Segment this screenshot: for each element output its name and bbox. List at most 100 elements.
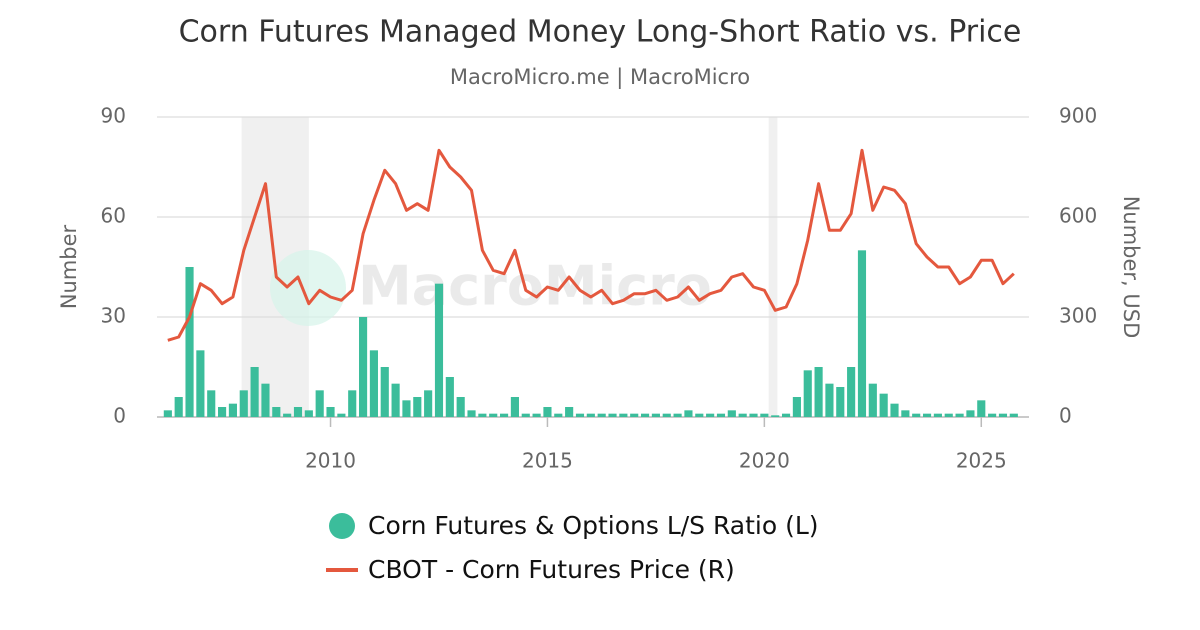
bar [933,413,942,417]
y2-tick-label: 900 [1059,104,1097,128]
watermark: MacroMicro [358,255,712,318]
bar [868,383,877,417]
y2-tick-label: 600 [1059,204,1097,228]
bar [250,367,259,417]
bar [619,413,628,417]
bar [901,410,910,417]
bar [174,397,183,417]
bar [857,250,867,417]
y-tick-label: 30 [101,304,126,328]
bar [922,413,932,417]
bar [163,410,172,417]
bar [977,400,986,417]
bar [814,367,823,417]
bar [706,413,715,417]
bar [434,283,444,417]
bar [239,390,248,417]
bar [196,350,205,417]
bar [369,350,378,417]
bar [575,413,585,417]
bar [792,397,801,417]
shaded-range [768,117,778,417]
watermark-logo [270,250,346,326]
bar [315,390,324,417]
bar [445,377,454,417]
bar [781,413,791,417]
x-tick-label: 2015 [522,449,573,473]
bar [337,413,346,417]
legend-marker [329,513,355,539]
legend-label: Corn Futures & Options L/S Ratio (L) [368,511,819,540]
bar [348,390,357,417]
bar [304,410,313,417]
chart-title: Corn Futures Managed Money Long-Short Ra… [179,15,1022,50]
bar [261,383,270,417]
bar [651,413,660,417]
y-tick-label: 90 [101,104,126,128]
bar [359,317,368,417]
bar [955,413,964,417]
y-tick-label: 0 [113,404,126,428]
bar [228,403,237,417]
bar [640,413,650,417]
bar [424,390,433,417]
bar [597,413,606,417]
bar [532,413,541,417]
bar [565,407,574,417]
bar [207,390,216,417]
line [167,148,1015,342]
bar [695,413,704,417]
y2-axis-label: Number, USD [1119,196,1143,339]
bar [413,397,422,417]
bar [966,410,975,417]
bar [608,413,617,417]
bar [662,413,671,417]
x-tick-label: 2025 [956,449,1007,473]
bar [456,397,465,417]
bar [998,413,1008,417]
bar [326,407,335,417]
bar [988,413,997,417]
bar [218,407,227,417]
bar [727,410,736,417]
bar [499,413,509,417]
x-tick-label: 2020 [739,449,790,473]
y2-tick-label: 0 [1059,404,1072,428]
bar [293,407,303,417]
bar [586,413,595,417]
bar [391,383,400,417]
bar [803,370,812,417]
bar [1009,413,1018,417]
bar [847,367,856,417]
bar [771,415,780,417]
bar [738,413,747,417]
bar [380,367,389,417]
bar [554,413,563,417]
y-tick-label: 60 [101,204,126,228]
bar [716,413,726,417]
bar [630,413,639,417]
bar [760,413,769,417]
y2-tick-label: 300 [1059,304,1097,328]
chart-subtitle: MacroMicro.me | MacroMicro [450,65,750,90]
bar [467,410,476,417]
bar [402,400,411,417]
y-axis-label: Number [57,224,81,309]
bar [510,397,519,417]
bar [836,387,845,417]
bar [283,413,292,417]
bar [890,403,899,417]
bar [543,407,552,417]
bar [272,407,281,417]
bar [825,383,834,417]
bar [944,413,953,417]
bar [489,413,498,417]
legend-label: CBOT - Corn Futures Price (R) [368,555,735,584]
bar [912,413,921,417]
bar [684,410,693,417]
bar [185,267,194,417]
x-tick-label: 2010 [305,449,356,473]
bar [521,413,530,417]
